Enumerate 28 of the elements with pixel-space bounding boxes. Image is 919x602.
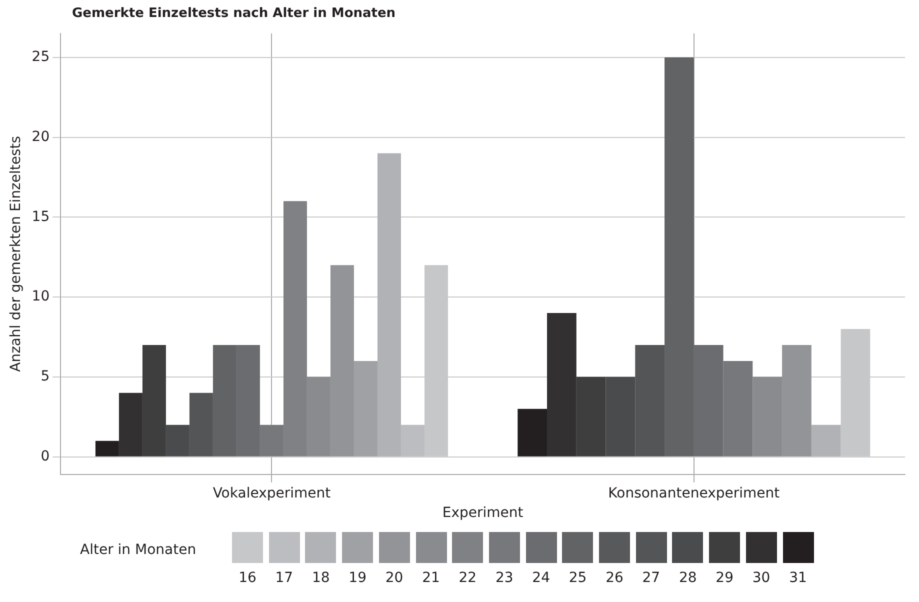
y-tick-label: 20	[32, 128, 50, 145]
y-axis-title: Anzahl der gemerkten Einzeltests	[8, 136, 24, 372]
legend-label: 23	[494, 570, 514, 586]
legend-label: 18	[310, 570, 331, 586]
y-tick-label: 10	[32, 288, 50, 305]
y-tick-label: 0	[40, 448, 50, 464]
x-axis-title: Experiment	[442, 505, 524, 522]
chart-title: Gemerkte Einzeltests nach Alter in Monaten	[72, 6, 396, 21]
legend-label: 21	[421, 570, 441, 586]
x-tick-label: Konsonantenexperiment	[608, 485, 780, 502]
y-tick-label: 5	[40, 368, 50, 385]
legend-label: 22	[458, 570, 478, 586]
legend-label: 19	[348, 570, 368, 586]
legend-label: 27	[641, 570, 662, 586]
legend-label: 28	[678, 570, 698, 586]
legend-label: 30	[751, 570, 772, 586]
legend-label: 31	[788, 570, 808, 586]
legend-title: Alter in Monaten	[80, 542, 196, 558]
legend-label: 17	[274, 570, 294, 586]
legend-label: 26	[604, 570, 624, 586]
y-tick-label: 15	[32, 208, 50, 225]
y-tick-label: 25	[32, 49, 50, 66]
legend-label: 24	[531, 570, 551, 586]
legend-label: 25	[568, 570, 588, 586]
legend-label: 16	[238, 570, 258, 586]
x-tick-label: Vokalexperiment	[212, 485, 332, 502]
legend-label: 29	[714, 570, 734, 586]
legend-label: 20	[384, 570, 404, 586]
